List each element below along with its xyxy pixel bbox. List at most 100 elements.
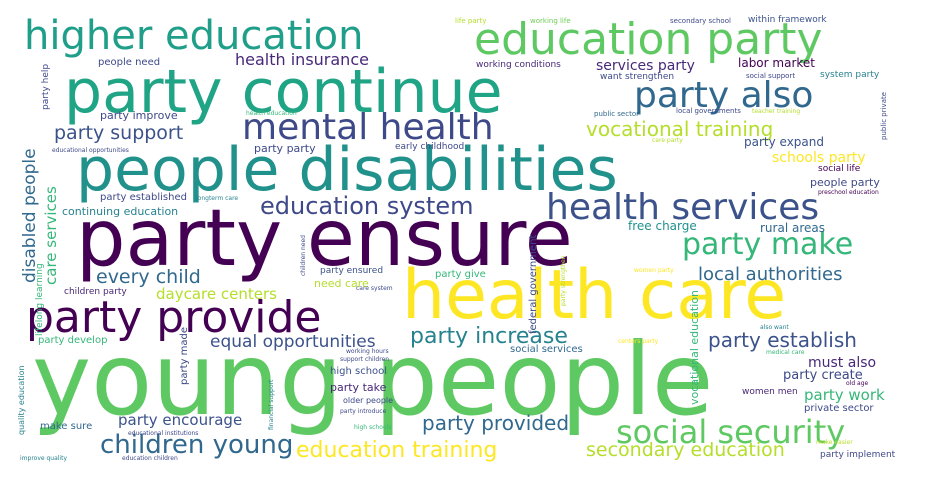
- word-educational-opportunities: educational opportunities: [52, 147, 129, 154]
- word-high-school: high school: [330, 366, 388, 377]
- word-local-governments: local governments: [676, 107, 741, 115]
- word-party-help: party help: [41, 63, 51, 110]
- word-party-take: party take: [330, 381, 387, 394]
- word-support-children: support children: [340, 356, 390, 363]
- word-health-education: health education: [246, 110, 297, 117]
- word-centers-party: centers party: [618, 338, 659, 345]
- word-every-child: every child: [96, 266, 201, 288]
- word-social-services: social services: [510, 344, 583, 355]
- word-public-private: public private: [880, 91, 888, 140]
- word-educational-institutions: educational institutions: [128, 430, 199, 437]
- word-older-people: older people: [343, 396, 394, 405]
- word-private-sector: private sector: [804, 403, 874, 414]
- word-party-create: party create: [783, 368, 863, 383]
- word-also-want: also want: [760, 324, 789, 331]
- word-must-also: must also: [808, 355, 877, 371]
- word-want-strengthen: want strengthen: [600, 72, 675, 82]
- word-working-conditions: working conditions: [476, 60, 561, 70]
- word-free-charge: free charge: [628, 219, 697, 233]
- word-lifelong-learning: lifelong learning: [35, 263, 45, 336]
- word-vocational-education: vocational education: [688, 290, 701, 405]
- word-within-framework: within framework: [748, 15, 827, 25]
- word-old-age: old age: [846, 380, 869, 387]
- word-young-people: young people: [32, 321, 714, 438]
- word-party-established: party established: [100, 192, 187, 203]
- word-party-improve: party improve: [100, 109, 178, 122]
- word-continuing-education: continuing education: [62, 205, 179, 218]
- word-quality-education: quality education: [17, 365, 26, 435]
- word-equal-opportunities: equal opportunities: [210, 332, 376, 352]
- word-women-party: women party: [634, 267, 674, 274]
- word-education-party: education party: [474, 14, 823, 65]
- word-education-training: education training: [296, 438, 498, 463]
- word-federal-government: federal government: [528, 234, 539, 334]
- word-public-sector: public sector: [594, 110, 639, 118]
- word-women-men: women men: [742, 387, 798, 397]
- word-party-also: party also: [634, 75, 814, 116]
- word-vocational-training: vocational training: [586, 117, 774, 141]
- word-services-party: services party: [596, 58, 695, 74]
- word-party-establish: party establish: [708, 328, 857, 352]
- word-children-young: children young: [100, 430, 294, 460]
- word-working-hours: working hours: [346, 348, 389, 355]
- word-party-implement: party implement: [820, 450, 896, 460]
- word-party-expand: party expand: [744, 135, 824, 149]
- word-education-system: education system: [260, 192, 474, 220]
- word-need-care: need care: [314, 277, 369, 290]
- word-party-party: party party: [254, 142, 316, 155]
- word-mental-health: mental health: [242, 107, 494, 148]
- word-party-provide: party provide: [26, 292, 322, 343]
- word-daycare-centers: daycare centers: [156, 285, 277, 303]
- word-local-authorities: local authorities: [698, 264, 843, 285]
- word-make-sure: make sure: [40, 421, 93, 432]
- word-higher-education: higher education: [24, 13, 364, 59]
- word-improve-quality: improve quality: [20, 455, 68, 462]
- word-health-care: health care: [402, 256, 787, 335]
- word-party-work: party work: [804, 386, 885, 404]
- word-children-party: children party: [64, 287, 127, 297]
- word-children-need: children need: [300, 235, 307, 276]
- word-health-services: health services: [546, 187, 820, 228]
- word-labor-market: labor market: [738, 56, 815, 70]
- word-care-system: care system: [356, 285, 393, 292]
- word-party-support: party support: [54, 122, 184, 144]
- word-people-party: people party: [810, 176, 880, 189]
- word-party-continue: party continue: [64, 57, 503, 127]
- word-social-security: social security: [616, 413, 846, 451]
- word-system-party: system party: [820, 70, 880, 80]
- word-teacher-training: teacher training: [752, 108, 801, 115]
- word-rural-areas: rural areas: [760, 221, 825, 235]
- word-secondary-school: secondary school: [670, 17, 731, 25]
- word-make-easier: make easier: [816, 439, 853, 446]
- word-party-encourage: party encourage: [118, 411, 243, 429]
- word-care-services: care services: [42, 186, 60, 285]
- word-social-support: social support: [746, 72, 796, 80]
- word-early-childhood: early childhood: [395, 142, 465, 152]
- word-preschool-education: preschool education: [818, 189, 879, 196]
- word-party-provided: party provided: [422, 411, 570, 435]
- word-party-give: party give: [435, 269, 486, 280]
- word-people-disabilities: people disabilities: [76, 135, 618, 205]
- word-party-make: party make: [682, 227, 854, 262]
- word-health-insurance: health insurance: [235, 50, 369, 69]
- word-working-life: working life: [530, 17, 571, 25]
- word-party-introduce: party introduce: [340, 408, 387, 415]
- word-care-party: care party: [652, 137, 683, 144]
- word-high-schools: high schools: [354, 424, 392, 431]
- word-financial-support: financial support: [268, 379, 275, 430]
- word-people-need: people need: [98, 57, 161, 68]
- word-schools-party: schools party: [772, 150, 866, 166]
- word-medical-care: medical care: [766, 349, 805, 356]
- word-party-strengthen: party strengthen: [560, 255, 567, 306]
- word-social-life: social life: [818, 164, 861, 174]
- word-party-increase: party increase: [410, 324, 568, 349]
- word-party-ensure: party ensure: [76, 194, 573, 284]
- word-party-ensured: party ensured: [320, 266, 384, 276]
- word-life-party: life party: [455, 17, 487, 25]
- word-secondary-education: secondary education: [586, 439, 785, 461]
- word-party-develop: party develop: [38, 335, 108, 346]
- word-education-children: education children: [122, 455, 178, 462]
- word-party-made: party made: [179, 327, 190, 385]
- word-longterm-care: longterm care: [196, 195, 239, 202]
